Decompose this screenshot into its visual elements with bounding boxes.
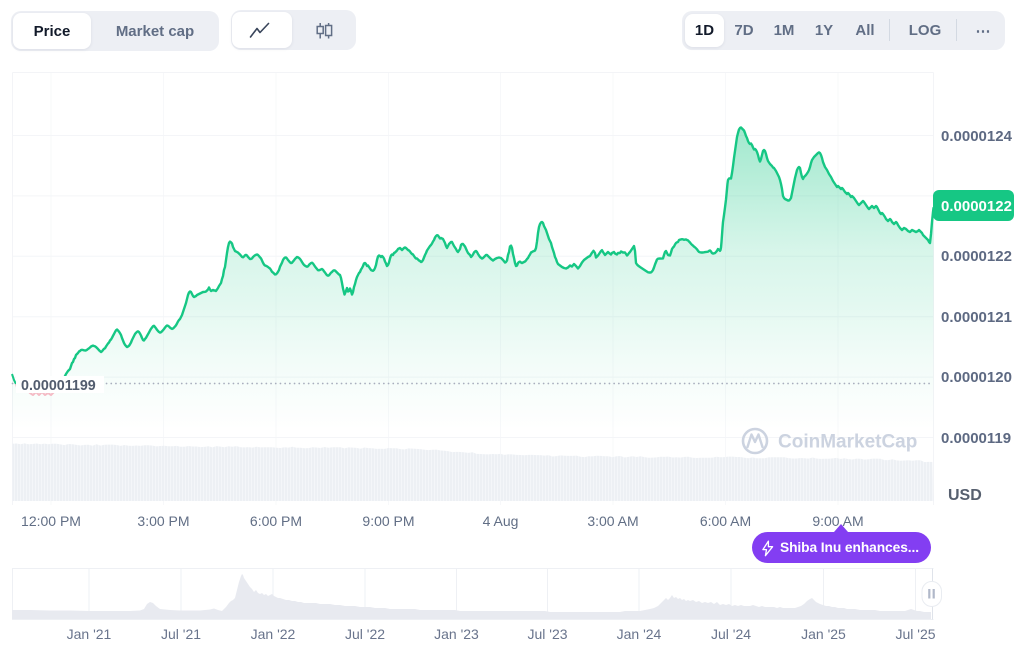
svg-text:0.00001199: 0.00001199: [21, 378, 96, 394]
